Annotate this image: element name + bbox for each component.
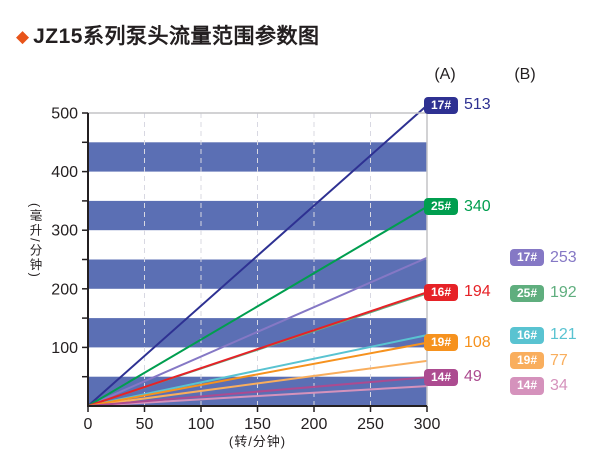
series-line-A-14 (87, 376, 428, 407)
legend-item-A-17: 17# 513 (424, 96, 491, 114)
legend-value: 49 (464, 368, 482, 386)
series-line-B-17 (87, 256, 428, 407)
y-tick-label: 400 (51, 164, 78, 181)
legend-value: 340 (464, 197, 491, 215)
series-line-B-16 (87, 334, 428, 407)
x-tick-label: 100 (188, 416, 215, 433)
legend-badge: 17# (424, 96, 458, 114)
y-tick-label: 100 (51, 340, 78, 357)
diamond-icon: ◆ (16, 26, 30, 46)
legend-item-B-25: 25# 192 (510, 284, 577, 303)
series-line-A-25 (87, 205, 428, 407)
legend-badge: 19# (510, 352, 544, 370)
legend-item-A-25: 25# 340 (424, 198, 491, 216)
legend-value: 194 (464, 283, 491, 301)
x-tick-label: 150 (244, 416, 271, 433)
series-line-B-14 (87, 385, 428, 407)
legend-value: 513 (464, 96, 491, 114)
legend-item-B-19: 19# 77 (510, 352, 568, 370)
legend-badge: 19# (424, 334, 458, 352)
x-tick-label: 0 (84, 416, 93, 433)
series-line-B-19 (87, 359, 428, 407)
legend-item-A-14: 14# 49 (424, 368, 482, 386)
legend-item-A-16: 16# 194 (424, 283, 491, 301)
y-tick-label: 300 (51, 223, 78, 240)
page-title: JZ15系列泵头流量范围参数图 (33, 25, 320, 48)
plot-band (88, 259, 427, 289)
legend-value: 77 (550, 351, 568, 369)
column-a-header: (A) (434, 66, 456, 83)
legend-badge: 14# (424, 368, 458, 386)
series-line-A-16 (87, 291, 428, 407)
legend-badge: 16# (510, 326, 544, 344)
x-tick-label: 200 (301, 416, 328, 433)
legend-value: 34 (550, 377, 568, 395)
y-tick-label: 500 (51, 106, 78, 123)
plot-band (88, 142, 427, 172)
legend-badge: 16# (424, 283, 458, 301)
legend-badge: 14# (510, 377, 544, 395)
column-b-header: (B) (514, 66, 536, 83)
legend-value: 121 (550, 326, 577, 344)
series-line-A-17 (87, 104, 428, 407)
page-title-row: ◆ JZ15系列泵头流量范围参数图 (16, 20, 319, 50)
legend-value: 253 (550, 248, 577, 266)
legend-item-B-16: 16# 121 (510, 326, 577, 344)
x-tick-label: 300 (414, 416, 441, 433)
legend-badge: 25# (424, 198, 458, 216)
legend-item-B-14: 14# 34 (510, 377, 568, 395)
legend-badge: 17# (510, 249, 544, 267)
x-tick-label: 50 (136, 416, 154, 433)
legend-badge: 25# (510, 284, 544, 303)
x-tick-label: 250 (357, 416, 384, 433)
y-axis-label: (毫升/分钟) (27, 203, 42, 279)
series-line-A-19 (87, 341, 428, 407)
legend-value: 192 (550, 284, 577, 302)
legend-item-B-17: 17# 253 (510, 249, 577, 267)
legend-item-A-19: 19# 108 (424, 334, 491, 352)
y-tick-label: 200 (51, 281, 78, 298)
x-axis-label: (转/分钟) (229, 434, 286, 449)
legend-value: 108 (464, 333, 491, 351)
